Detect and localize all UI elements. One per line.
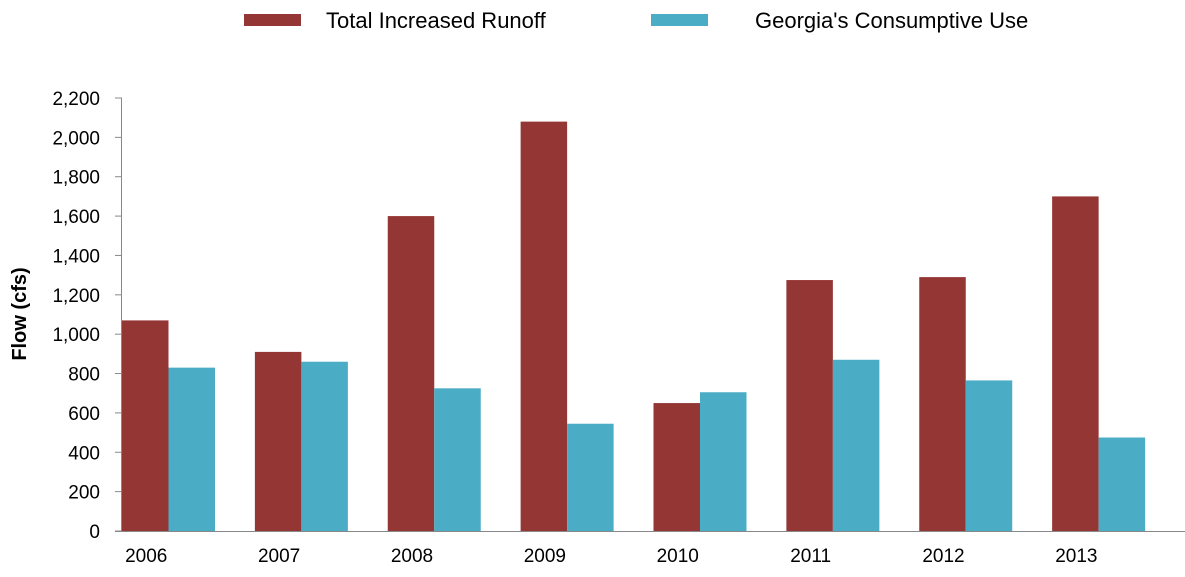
x-axis: 2006 2007 2008 2009 2010 2011 2012 2013 — [115, 531, 1185, 567]
x-tick-label: 2011 — [790, 546, 831, 567]
bar-2006-series-1 — [122, 320, 169, 531]
y-tick-label: 2,000 — [52, 128, 100, 149]
y-tick-label: 600 — [68, 404, 100, 425]
y-tick-label: 0 — [89, 522, 100, 543]
bar-2008-series-1 — [387, 216, 435, 531]
y-tick-label: 1,200 — [52, 286, 100, 307]
legend-swatch-series-2 — [651, 14, 708, 26]
bar-2006-series-2 — [168, 367, 215, 531]
bar-2009-series-1 — [520, 121, 568, 532]
y-tick-label: 400 — [68, 443, 100, 464]
y-tick-label: 1,800 — [52, 168, 100, 189]
x-tick-label: 2007 — [258, 546, 300, 567]
legend-label-series-1: Total Increased Runoff — [326, 8, 547, 33]
bar-2013-series-2 — [1098, 437, 1146, 531]
x-tick-label: 2013 — [1055, 546, 1097, 567]
y-tick-label: 800 — [68, 365, 100, 386]
x-tick-label: 2010 — [657, 546, 699, 567]
bar-2011-series-2 — [832, 359, 880, 531]
bar-2010-series-2 — [700, 392, 747, 531]
x-tick-label: 2009 — [524, 546, 566, 567]
y-tick-label: 200 — [68, 483, 100, 504]
x-tick-label: 2008 — [391, 546, 433, 567]
x-tick-label: 2006 — [125, 546, 167, 567]
y-tick-label: 2,200 — [52, 89, 100, 110]
y-tick-label: 1,600 — [52, 207, 100, 228]
bar-2009-series-2 — [567, 423, 614, 531]
bar-2007-series-1 — [254, 351, 302, 531]
y-tick-label: 1,400 — [52, 246, 100, 267]
bar-2010-series-1 — [653, 403, 700, 531]
y-axis-title: Flow (cfs) — [9, 267, 31, 360]
bar-2007-series-2 — [301, 361, 348, 531]
bars — [122, 121, 1146, 532]
bar-2011-series-1 — [786, 280, 833, 531]
legend-label-series-2: Georgia's Consumptive Use — [755, 8, 1028, 33]
bar-2013-series-1 — [1052, 196, 1099, 531]
bar-2012-series-2 — [965, 380, 1013, 531]
legend: Total Increased Runoff Georgia's Consumpt… — [244, 8, 1028, 33]
y-tick-label: 1,000 — [52, 325, 100, 346]
y-axis: 0 200 400 600 800 1,000 1,200 1,400 1,600 1,800 2,… — [52, 89, 122, 543]
bar-2008-series-2 — [434, 388, 481, 531]
bar-2012-series-1 — [919, 277, 966, 531]
x-tick-label: 2012 — [922, 546, 964, 567]
legend-swatch-series-1 — [244, 14, 301, 26]
